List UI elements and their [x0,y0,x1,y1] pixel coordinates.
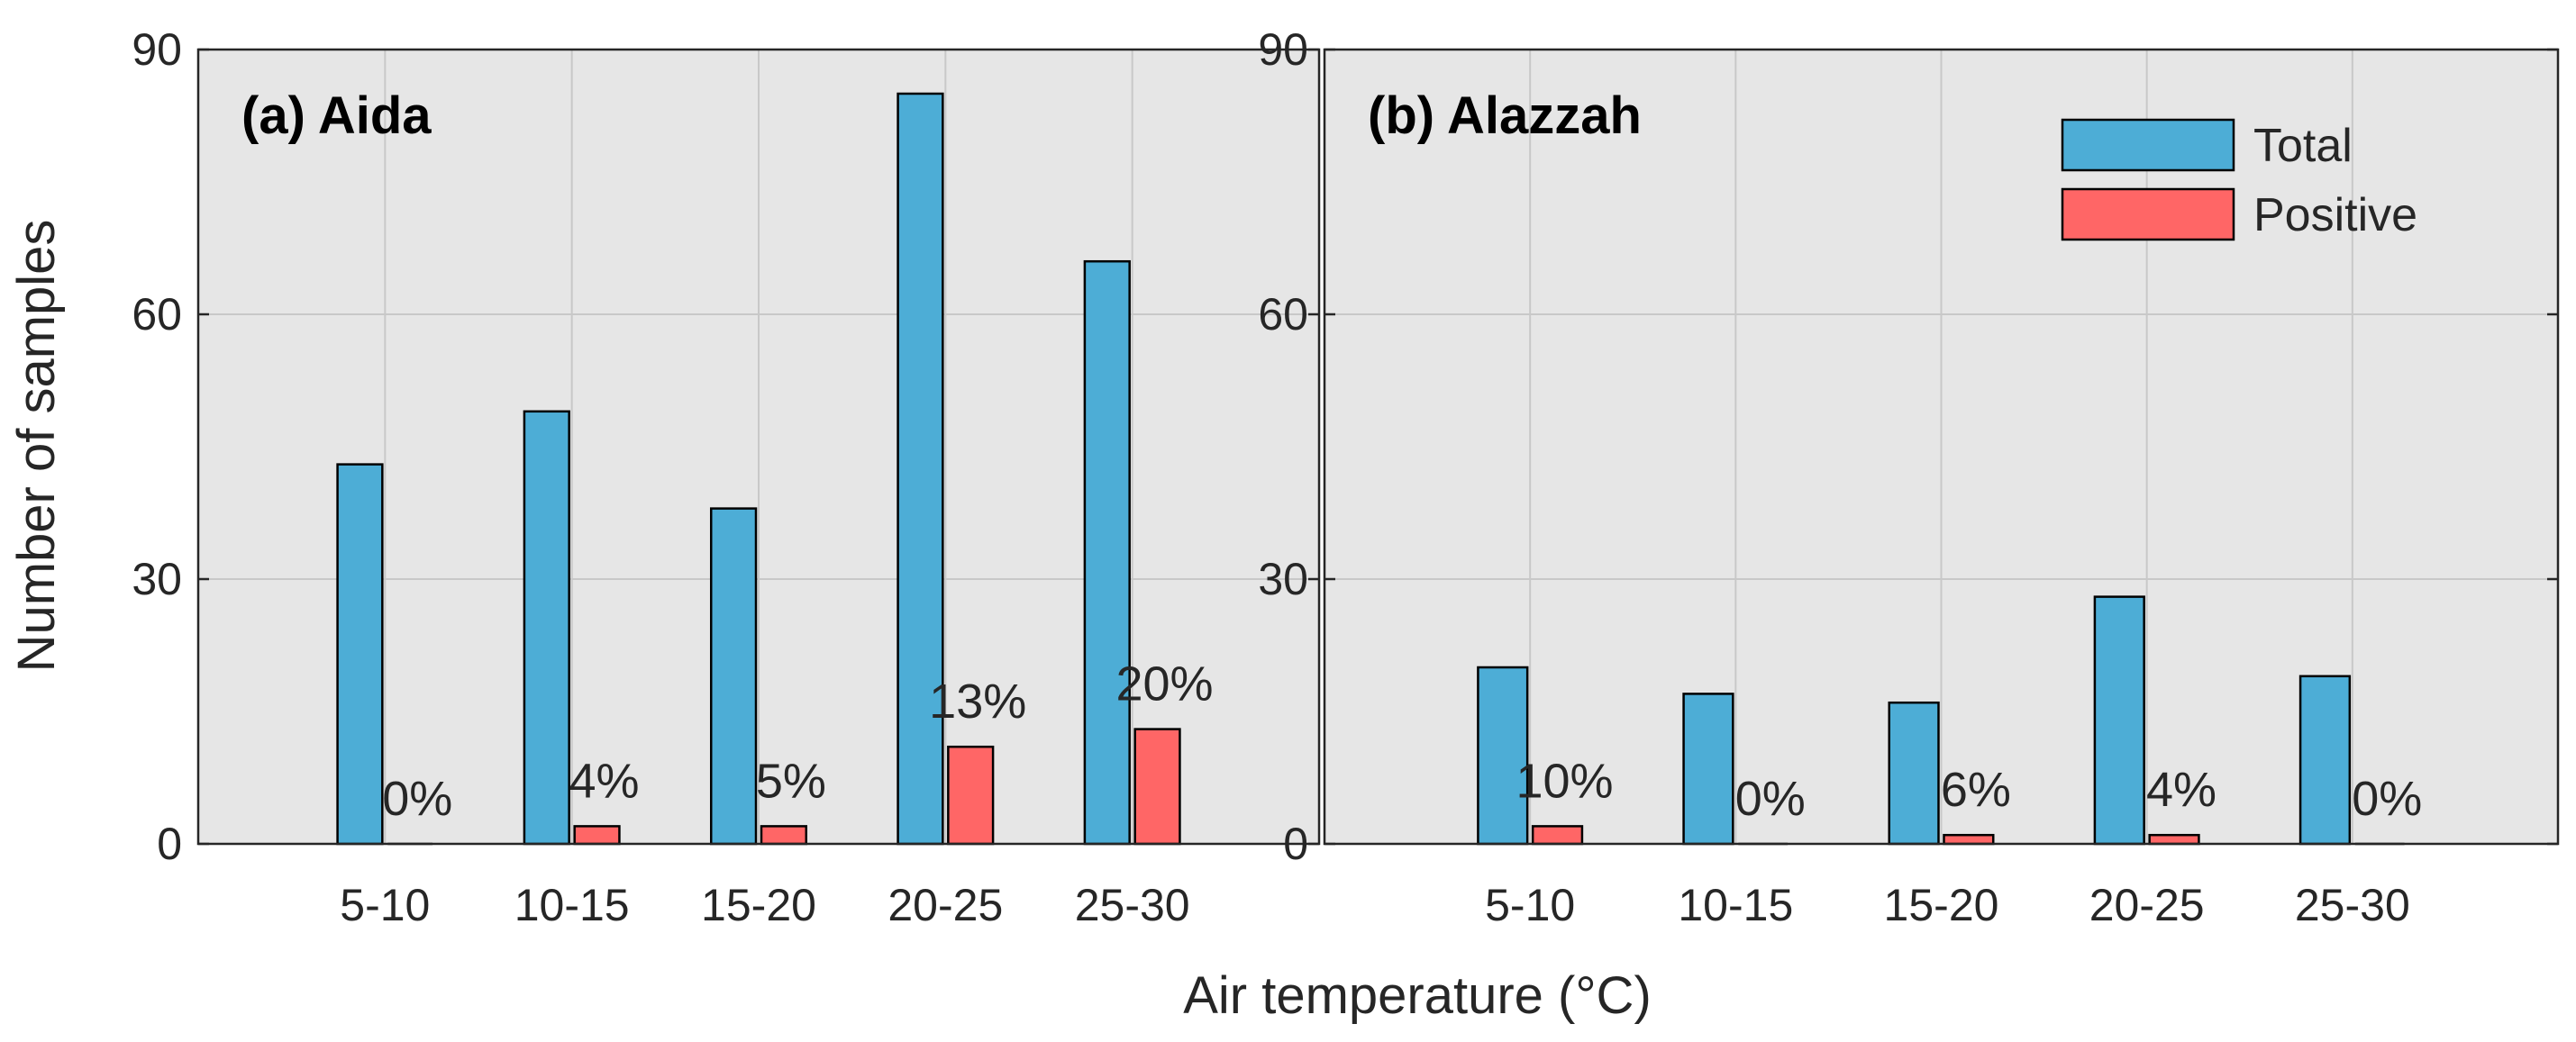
bar-positive [573,825,621,846]
x-tick-label: 25-30 [2295,880,2410,930]
x-tick-label: 10-15 [514,880,630,930]
y-tick-label: 0 [1283,819,1308,869]
legend-swatch-total [2061,118,2235,172]
x-tick-label: 10-15 [1678,880,1793,930]
x-tick-label: 20-25 [2089,880,2205,930]
bar-total [1477,666,1529,846]
bar-total [897,92,944,846]
x-tick-label: 15-20 [1884,880,1999,930]
legend: Total Positive [2061,118,2417,241]
x-axis-label: Air temperature (°C) [1183,966,1652,1025]
panel-1: 0% 5-10 4% 10-15 5% 15-20 13% 20-25 20% 25-30 0 30 6… [132,24,1321,930]
data-label: 4% [2146,763,2216,817]
bar-positive [1133,728,1181,846]
bar-total [2093,595,2145,846]
x-tick-label: 20-25 [887,880,1003,930]
legend-label: Total [2253,120,2353,172]
bar-total [1083,259,1131,846]
bar-total [1888,701,1940,846]
legend-swatch-positive [2061,187,2235,241]
bar-total [1682,693,1734,846]
y-tick-label: 30 [1258,554,1308,604]
x-tick-label: 5-10 [1485,880,1575,930]
axes-box [1323,48,2560,846]
y-tick-label: 90 [132,24,182,75]
panel-2: 10% 5-10 0% 10-15 6% 15-20 4% 20-25 0% 25-30 0 30 60… [1258,24,2560,930]
bar-positive [1531,825,1584,846]
data-label: 5% [756,754,826,808]
bar-total [523,410,570,846]
y-tick-label: 60 [1258,289,1308,340]
data-label: 4% [569,754,640,808]
x-tick-label: 25-30 [1075,880,1190,930]
bar-positive [947,745,995,846]
data-label: 20% [1115,657,1213,711]
y-tick-label: 60 [132,289,182,340]
x-tick-label: 5-10 [340,880,430,930]
bar-positive [760,825,808,846]
bar-positive [1943,833,1995,846]
bar-total [2298,675,2352,846]
data-label: 0% [2352,772,2422,826]
y-tick-label: 30 [132,554,182,604]
y-tick-label: 0 [157,819,182,869]
data-label: 0% [1735,772,1806,826]
data-label: 10% [1516,754,1613,808]
legend-label: Positive [2253,189,2417,241]
y-axis-label: Number of samples [7,220,66,673]
y-tick-label: 90 [1258,24,1308,75]
axes-box [196,48,1321,846]
data-label: 6% [1941,763,2011,817]
panel-title: (b) Alazzah [1368,86,1642,145]
panel-title: (a) Aida [241,86,432,145]
data-label: 13% [929,675,1026,729]
data-label: 0% [382,772,452,826]
bar-positive [2148,833,2200,846]
bar-total [709,507,758,846]
x-tick-label: 15-20 [701,880,816,930]
bar-total [336,463,384,846]
